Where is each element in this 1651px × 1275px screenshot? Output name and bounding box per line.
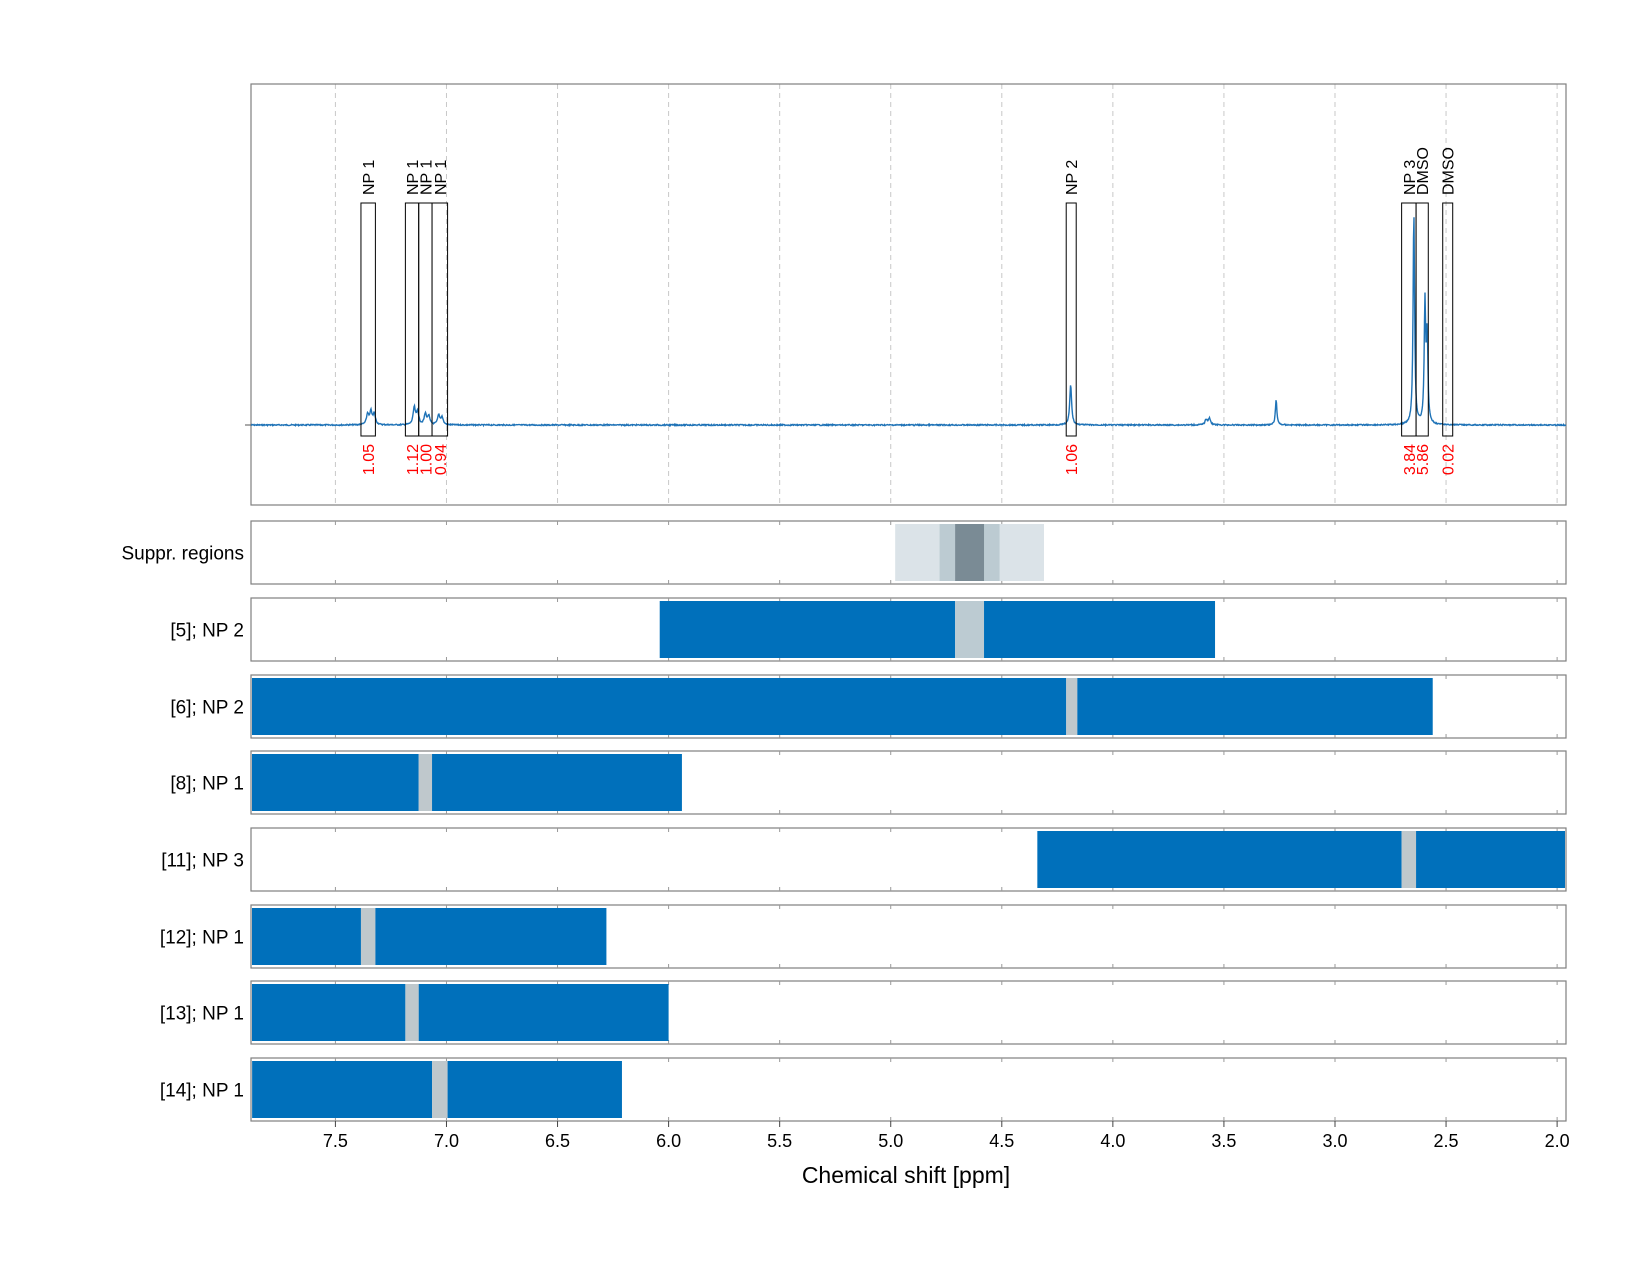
track-7-segment-0 [252, 1061, 433, 1118]
x-tick-label-1: 7.0 [434, 1131, 459, 1151]
track-label-7: [14]; NP 1 [160, 1081, 244, 1102]
x-tick-label-9: 3.0 [1322, 1131, 1347, 1151]
track-3: [8]; NP 1 [170, 750, 1567, 815]
x-axis: Chemical shift [ppm] 7.5 7.0 6.5 6.0 5.5 5.0 4… [323, 1121, 1570, 1188]
track-label-1: [5]; NP 2 [170, 621, 244, 642]
track-6: [13]; NP 1 [160, 980, 1567, 1045]
x-tick-label-6: 4.5 [989, 1131, 1014, 1151]
peak-label-7: DMSO [1441, 147, 1458, 195]
x-tick-label-0: 7.5 [323, 1131, 348, 1151]
peak-box-1 [404, 202, 420, 437]
peak-label-5: NP 3 [1402, 160, 1419, 195]
track-3-segment-1 [418, 754, 433, 811]
track-5-segment-1 [360, 908, 376, 965]
x-tick-label-7: 4.0 [1100, 1131, 1125, 1151]
peak-box-0 [360, 202, 376, 437]
track-5-segment-2 [375, 908, 607, 965]
grid-lines [334, 84, 1558, 505]
interval-tracks: Suppr. regions [5]; NP 2 [6]; NP 2 [8]; NP … [121, 520, 1567, 1122]
integral-value-4: 1.06 [1064, 444, 1081, 475]
x-axis-title: Chemical shift [ppm] [802, 1162, 1010, 1188]
peak-box-4 [1065, 202, 1077, 437]
peak-box-3 [431, 202, 449, 437]
track-2-segment-1 [1066, 678, 1078, 735]
track-3-segment-2 [432, 754, 682, 811]
integral-value-3: 0.94 [433, 444, 450, 475]
track-2: [6]; NP 2 [170, 674, 1567, 739]
track-label-6: [13]; NP 1 [160, 1004, 244, 1025]
peak-label-1: NP 1 [405, 160, 422, 195]
peak-label-6: DMSO [1415, 147, 1432, 195]
track-2-segment-0 [252, 678, 1067, 735]
peak-box-7 [1442, 202, 1454, 437]
track-label-3: [8]; NP 1 [170, 774, 244, 795]
x-tick-label-4: 5.5 [767, 1131, 792, 1151]
track-2-segment-2 [1077, 678, 1433, 735]
track-1-segment-0 [659, 601, 956, 658]
track-4-segment-2 [1416, 831, 1565, 888]
peak-label-0: NP 1 [361, 160, 378, 195]
track-label-4: [11]; NP 3 [161, 851, 244, 872]
track-6-segment-0 [252, 984, 406, 1041]
track-label-5: [12]; NP 1 [160, 928, 244, 949]
x-tick-label-2: 6.5 [545, 1131, 570, 1151]
spectrum-trace [250, 217, 1567, 428]
track-label-0: Suppr. regions [121, 544, 244, 565]
x-tick-label-10: 2.5 [1434, 1131, 1459, 1151]
track-4-segment-1 [1401, 831, 1417, 888]
peak-box-6 [1415, 202, 1429, 437]
peak-label-4: NP 2 [1064, 160, 1081, 195]
track-1: [5]; NP 2 [170, 597, 1567, 662]
track-0: Suppr. regions [121, 520, 1567, 585]
track-1-segment-2 [984, 601, 1216, 658]
track-7: [14]; NP 1 [160, 1057, 1567, 1122]
track-4-segment-0 [1037, 831, 1402, 888]
x-tick-label-8: 3.5 [1211, 1131, 1236, 1151]
track-5: [12]; NP 1 [160, 904, 1567, 969]
x-tick-label-5: 5.0 [878, 1131, 903, 1151]
peak-label-3: NP 1 [433, 160, 450, 195]
track-7-segment-2 [447, 1061, 622, 1118]
track-1-segment-1 [955, 601, 985, 658]
track-4: [11]; NP 3 [161, 827, 1567, 892]
integral-value-6: 5.86 [1415, 444, 1432, 475]
track-6-segment-1 [405, 984, 419, 1041]
integral-value-0: 1.05 [361, 444, 378, 475]
integral-value-5: 3.84 [1402, 444, 1419, 475]
x-tick-label-3: 6.0 [656, 1131, 681, 1151]
track-7-segment-1 [432, 1061, 448, 1118]
track-0-segment-2 [955, 524, 985, 581]
spectrum-frame [250, 83, 1567, 506]
peak-label-2: NP 1 [418, 160, 435, 195]
track-6-segment-2 [418, 984, 669, 1041]
track-3-segment-0 [252, 754, 419, 811]
track-label-2: [6]; NP 2 [170, 698, 244, 719]
integral-value-2: 1.00 [418, 444, 435, 475]
spectrum-panel: NP 1 1.05 NP 1 1.12 NP 1 1.00 NP 1 0.94 NP 2 1.06… [245, 83, 1567, 506]
peak-box-2 [418, 202, 433, 437]
integral-value-7: 0.02 [1441, 444, 1458, 475]
x-tick-label-11: 2.0 [1545, 1131, 1570, 1151]
integral-value-1: 1.12 [405, 444, 422, 475]
track-5-segment-0 [252, 908, 361, 965]
